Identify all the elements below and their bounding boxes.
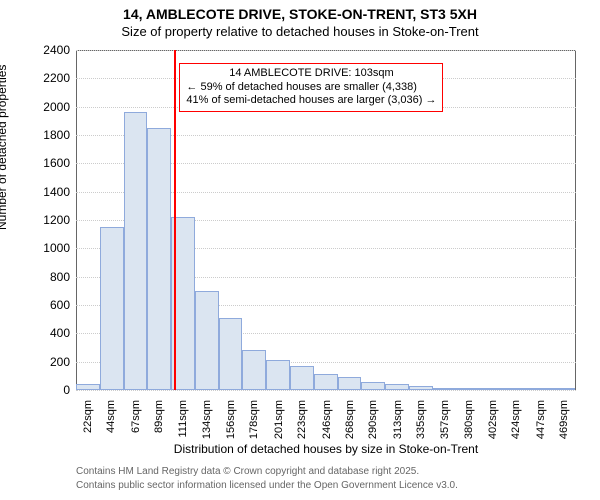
x-tick-label: 134sqm xyxy=(201,400,213,439)
histogram-bar xyxy=(504,388,528,390)
histogram-bar xyxy=(290,366,314,390)
x-tick-label: 357sqm xyxy=(439,400,451,439)
y-tick-label: 800 xyxy=(50,270,70,284)
y-tick-label: 2200 xyxy=(43,71,70,85)
histogram-bar xyxy=(195,291,219,390)
y-tick-label: 1600 xyxy=(43,156,70,170)
x-tick-label: 402sqm xyxy=(487,400,499,439)
x-tick-label: 424sqm xyxy=(510,400,522,439)
annotation-line-3: 41% of semi-detached houses are larger (… xyxy=(186,94,436,108)
x-tick-label: 335sqm xyxy=(415,400,427,439)
x-tick-label: 89sqm xyxy=(153,400,165,433)
attribution-2: Contains public sector information licen… xyxy=(76,480,576,491)
histogram-bar xyxy=(124,112,148,390)
gridline xyxy=(76,390,576,391)
annotation-line-2: ← 59% of detached houses are smaller (4,… xyxy=(186,81,436,95)
x-tick-label: 246sqm xyxy=(321,400,333,439)
histogram-bar xyxy=(551,388,575,390)
histogram-bar xyxy=(338,377,362,390)
x-tick-label: 22sqm xyxy=(82,400,94,433)
attribution-1: Contains HM Land Registry data © Crown c… xyxy=(76,466,576,477)
x-tick-label: 201sqm xyxy=(273,400,285,439)
y-tick-label: 1200 xyxy=(43,213,70,227)
marker-line xyxy=(174,50,176,390)
x-tick-label: 111sqm xyxy=(177,400,189,438)
histogram-bar xyxy=(266,360,290,390)
y-tick-label: 400 xyxy=(50,326,70,340)
annotation-box: 14 AMBLECOTE DRIVE: 103sqm← 59% of detac… xyxy=(179,63,443,112)
y-tick-label: 2000 xyxy=(43,100,70,114)
x-tick-label: 156sqm xyxy=(225,400,237,439)
x-tick-label: 447sqm xyxy=(535,400,547,439)
y-tick-label: 600 xyxy=(50,298,70,312)
x-axis-label: Distribution of detached houses by size … xyxy=(76,442,576,456)
annotation-line-1: 14 AMBLECOTE DRIVE: 103sqm xyxy=(186,67,436,81)
histogram-bar xyxy=(219,318,243,390)
y-axis-label: Number of detached properties xyxy=(0,65,9,230)
y-tick-label: 2400 xyxy=(43,43,70,57)
y-tick-label: 0 xyxy=(63,383,70,397)
histogram-bar xyxy=(409,386,433,390)
page-title: 14, AMBLECOTE DRIVE, STOKE-ON-TRENT, ST3… xyxy=(0,6,600,22)
y-tick-label: 1400 xyxy=(43,185,70,199)
histogram-bar xyxy=(528,388,552,390)
y-tick-label: 200 xyxy=(50,355,70,369)
chart-plot-area: 0200400600800100012001400160018002000220… xyxy=(76,50,576,390)
x-tick-label: 67sqm xyxy=(130,400,142,433)
x-tick-label: 469sqm xyxy=(558,400,570,439)
histogram-bar xyxy=(361,382,385,391)
x-tick-label: 178sqm xyxy=(248,400,260,439)
x-tick-label: 44sqm xyxy=(105,400,117,433)
gridline xyxy=(76,50,576,51)
histogram-bar xyxy=(456,388,480,390)
x-tick-label: 223sqm xyxy=(296,400,308,439)
histogram-bar xyxy=(385,384,409,390)
histogram-bar xyxy=(100,227,124,390)
x-tick-label: 268sqm xyxy=(344,400,356,439)
y-tick-label: 1800 xyxy=(43,128,70,142)
histogram-bar xyxy=(76,384,100,390)
histogram-bar xyxy=(480,388,504,390)
histogram-bar xyxy=(147,128,171,390)
histogram-bar xyxy=(314,374,338,390)
y-tick-label: 1000 xyxy=(43,241,70,255)
histogram-bar xyxy=(242,350,266,390)
x-tick-label: 290sqm xyxy=(367,400,379,439)
page-subtitle: Size of property relative to detached ho… xyxy=(0,24,600,39)
histogram-bar xyxy=(433,388,457,390)
x-tick-label: 380sqm xyxy=(463,400,475,439)
x-tick-label: 313sqm xyxy=(392,400,404,439)
